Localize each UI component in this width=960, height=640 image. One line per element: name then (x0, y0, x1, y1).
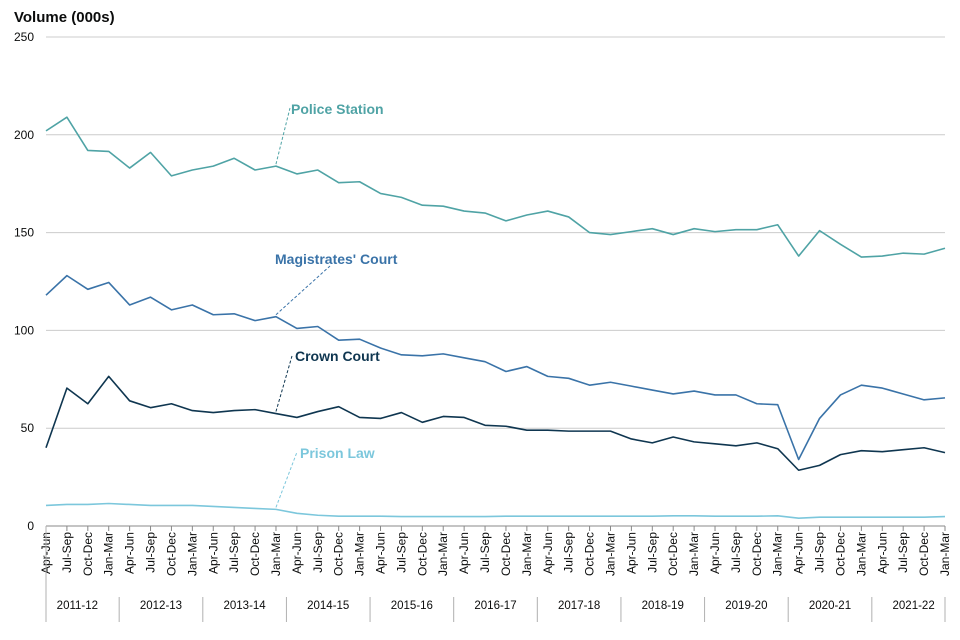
financial-year-label: 2017-18 (558, 600, 600, 612)
financial-year-label: 2015-16 (391, 600, 433, 612)
x-tick-label: Jan-Mar (436, 532, 450, 576)
x-tick-label: Apr-Jun (457, 532, 471, 574)
x-tick-label: Oct-Dec (917, 532, 931, 576)
x-tick-label: Jan-Mar (771, 532, 785, 576)
y-tick-label: 0 (27, 519, 34, 533)
x-tick-label: Jan-Mar (269, 532, 283, 576)
x-tick-label: Apr-Jun (792, 532, 806, 574)
x-tick-label: Jul-Sep (896, 532, 910, 573)
series-line-0 (45, 116, 946, 258)
x-tick-label: Jan-Mar (938, 532, 952, 576)
x-tick-label: Oct-Dec (499, 532, 513, 576)
x-tick-label: Oct-Dec (833, 532, 847, 576)
y-tick-label: 100 (14, 323, 34, 337)
series-label: Magistrates' Court (275, 251, 398, 267)
x-tick-label: Apr-Jun (708, 532, 722, 574)
series-lines (45, 116, 946, 519)
financial-year-label: 2013-14 (224, 600, 267, 612)
x-tick-label: Jul-Sep (311, 532, 325, 573)
x-axis: Apr-Jun Jul-Sep Oct-Dec Jan-Mar Apr-Jun Jul-S… (39, 525, 952, 622)
x-tick-label: Oct-Dec (415, 532, 429, 576)
x-tick-label: Oct-Dec (666, 532, 680, 576)
financial-year-label: 2016-17 (474, 600, 516, 612)
x-tick-label: Oct-Dec (248, 532, 262, 576)
x-tick-label: Jan-Mar (854, 532, 868, 576)
series-label: Prison Law (300, 445, 375, 461)
financial-year-label: 2020-21 (809, 600, 851, 612)
x-tick-label: Jan-Mar (102, 532, 116, 576)
x-tick-label: Jan-Mar (353, 532, 367, 576)
x-tick-label: Apr-Jun (123, 532, 137, 574)
x-tick-label: Oct-Dec (164, 532, 178, 576)
y-tick-label: 200 (14, 128, 34, 142)
x-tick-label: Oct-Dec (81, 532, 95, 576)
x-tick-label: Jul-Sep (562, 532, 576, 573)
x-tick-label: Jul-Sep (645, 532, 659, 573)
series-line-1 (45, 274, 946, 461)
annotation-leader (275, 107, 291, 165)
gridlines (46, 36, 945, 527)
financial-year-label: 2012-13 (140, 600, 182, 612)
x-tick-label: Jan-Mar (603, 532, 617, 576)
series-annotations: Police Station Magistrates' Court Crown Co… (275, 101, 398, 508)
financial-year-label: 2018-19 (642, 600, 684, 612)
x-tick-label: Jul-Sep (394, 532, 408, 573)
financial-year-label: 2021-22 (893, 600, 935, 612)
y-tick-label: 50 (21, 421, 35, 435)
x-tick-label: Apr-Jun (374, 532, 388, 574)
x-tick-label: Oct-Dec (332, 532, 346, 576)
financial-year-label: 2011-12 (57, 600, 98, 612)
x-tick-label: Jul-Sep (729, 532, 743, 573)
x-tick-label: Apr-Jun (875, 532, 889, 574)
financial-year-label: 2014-15 (307, 600, 349, 612)
y-tick-label: 250 (14, 30, 34, 44)
x-tick-label: Jan-Mar (687, 532, 701, 576)
x-tick-label: Jul-Sep (60, 532, 74, 573)
y-axis-title: Volume (000s) (14, 9, 115, 26)
x-tick-label: Jul-Sep (144, 532, 158, 573)
x-tick-label: Jul-Sep (227, 532, 241, 573)
annotation-leader (275, 355, 293, 412)
x-tick-label: Jul-Sep (478, 532, 492, 573)
financial-year-label: 2019-20 (725, 600, 767, 612)
x-tick-label: Jan-Mar (185, 532, 199, 576)
series-line-2 (45, 375, 946, 472)
series-label: Crown Court (295, 348, 380, 364)
y-axis-ticks: 0 50 100 150 200 250 (14, 30, 34, 533)
x-tick-label: Jul-Sep (813, 532, 827, 573)
x-tick-label: Apr-Jun (624, 532, 638, 574)
x-tick-label: Oct-Dec (750, 532, 764, 576)
x-tick-label: Jan-Mar (520, 532, 534, 576)
x-tick-label: Apr-Jun (206, 532, 220, 574)
annotation-leader (275, 265, 331, 316)
x-tick-label: Apr-Jun (290, 532, 304, 574)
series-label: Police Station (291, 101, 384, 117)
series-line-3 (45, 502, 946, 519)
x-tick-label: Apr-Jun (541, 532, 555, 574)
y-tick-label: 150 (14, 226, 34, 240)
x-tick-label: Oct-Dec (583, 532, 597, 576)
annotation-leader (275, 451, 298, 508)
